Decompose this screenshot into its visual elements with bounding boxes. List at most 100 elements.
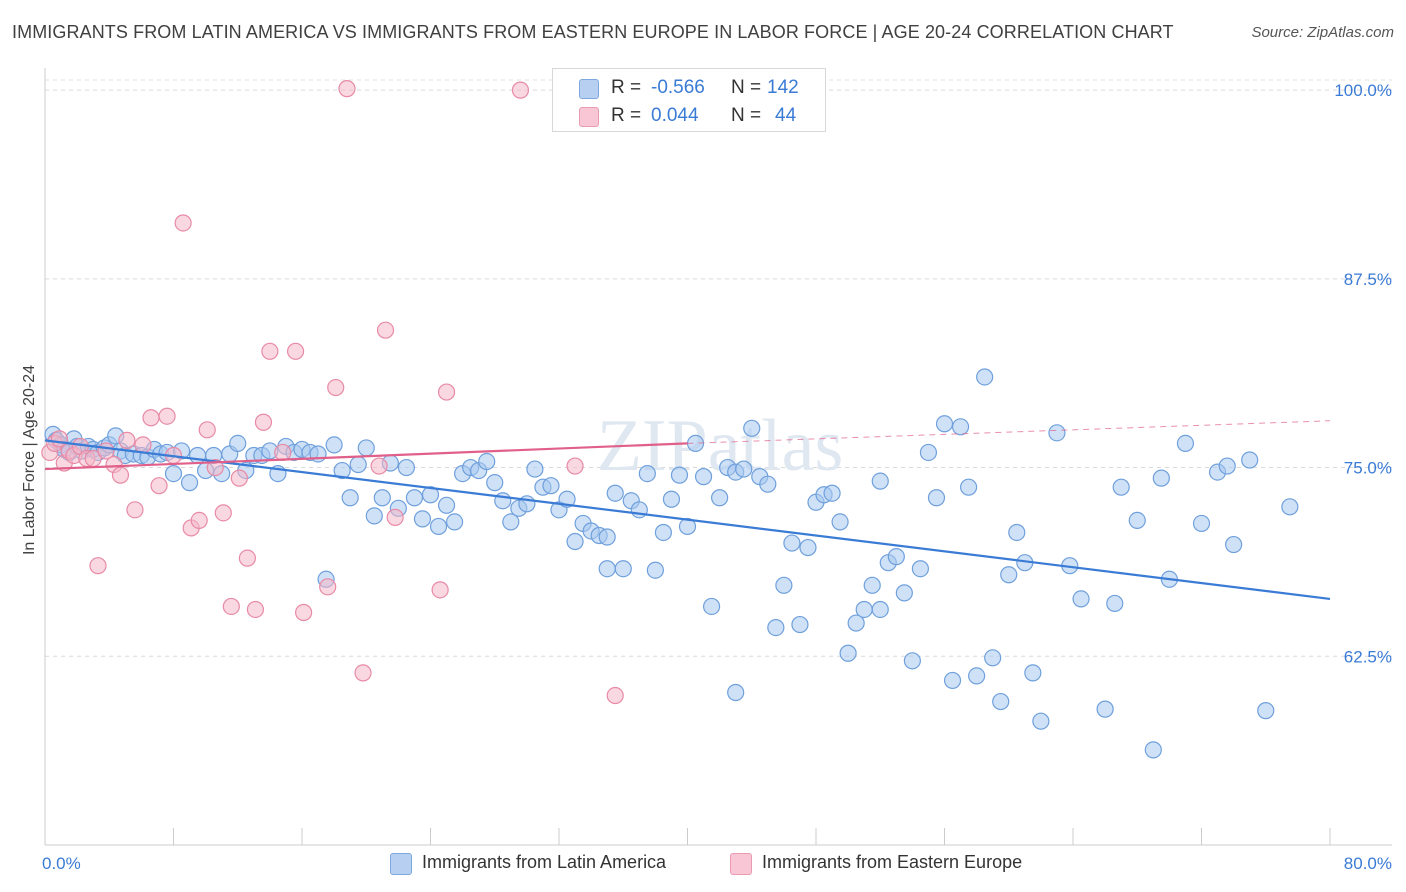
data-point <box>1225 535 1243 554</box>
data-point <box>134 436 152 454</box>
data-point <box>349 455 367 474</box>
stats-legend: R = -0.566 N = 142 R = 0.044 N = 44 <box>552 68 826 132</box>
data-point <box>1096 700 1114 718</box>
data-point <box>871 600 889 619</box>
series-latin-america <box>44 368 1299 759</box>
data-point <box>254 413 273 431</box>
data-point <box>206 458 224 477</box>
data-point <box>976 368 994 386</box>
data-point <box>478 452 496 471</box>
data-point <box>670 466 689 484</box>
data-point <box>743 419 761 437</box>
data-point <box>606 686 624 705</box>
data-point <box>903 652 921 670</box>
x-tick-labels: 0.0% 80.0% <box>42 854 1392 873</box>
data-point <box>887 548 905 566</box>
data-point <box>437 496 456 514</box>
y-tick-label: 75.0% <box>1344 459 1392 478</box>
data-point <box>397 458 416 477</box>
legend-swatch-blue <box>390 853 412 875</box>
data-point <box>319 578 337 596</box>
data-point <box>1106 594 1124 613</box>
data-point <box>759 475 777 493</box>
data-point <box>911 560 930 578</box>
chart-title: IMMIGRANTS FROM LATIN AMERICA VS IMMIGRA… <box>12 22 1174 42</box>
data-point <box>429 517 448 536</box>
data-point <box>295 603 313 622</box>
data-point <box>662 490 681 508</box>
data-point <box>895 584 913 602</box>
data-point <box>365 507 383 525</box>
gridlines <box>45 79 1392 657</box>
data-point <box>871 472 889 490</box>
data-point <box>486 474 504 492</box>
data-point <box>1152 469 1170 487</box>
data-point <box>357 439 375 457</box>
data-point <box>1257 702 1275 720</box>
data-point <box>1128 511 1146 530</box>
data-point <box>919 443 938 462</box>
data-point <box>188 446 207 465</box>
data-point <box>246 600 265 619</box>
data-point <box>598 528 616 546</box>
data-point <box>566 457 584 475</box>
legend-label: Immigrants from Eastern Europe <box>762 852 1023 872</box>
data-point <box>222 597 240 616</box>
r-label: R = <box>611 105 642 126</box>
data-point <box>839 644 857 662</box>
data-point <box>727 683 745 702</box>
data-point <box>405 489 424 507</box>
data-point <box>526 460 544 478</box>
data-point <box>1008 523 1026 542</box>
stats-row-eastern-europe: R = 0.044 N = 44 <box>553 101 825 129</box>
data-point <box>164 464 183 483</box>
y-tick-label: 100.0% <box>1334 81 1392 100</box>
n-label: N = <box>731 77 762 98</box>
data-point <box>799 538 817 557</box>
data-point <box>370 457 388 475</box>
trend-line <box>44 439 1331 600</box>
data-point <box>445 513 464 531</box>
data-point <box>333 461 351 480</box>
data-point <box>421 486 440 504</box>
data-point <box>174 214 192 232</box>
data-point <box>341 489 359 507</box>
data-point <box>1192 514 1211 533</box>
data-point <box>847 614 865 632</box>
data-point <box>431 581 449 599</box>
data-point <box>984 649 1002 667</box>
data-point <box>142 409 160 427</box>
data-point <box>198 421 216 439</box>
data-point <box>1281 498 1299 516</box>
data-point <box>309 445 327 463</box>
n-label: N = <box>731 105 762 126</box>
data-point <box>735 460 753 478</box>
data-point <box>1176 434 1195 453</box>
data-point <box>126 501 144 519</box>
data-point <box>502 513 520 531</box>
data-point <box>1072 590 1090 608</box>
data-point <box>286 342 305 360</box>
n-value: 44 <box>775 105 797 126</box>
y-tick-label: 62.5% <box>1344 647 1392 666</box>
legend-swatch-pink <box>730 853 752 875</box>
data-point <box>863 576 881 594</box>
data-point <box>614 560 632 578</box>
data-point <box>1000 566 1018 584</box>
data-point <box>935 415 954 433</box>
legend-swatch-pink <box>579 107 599 127</box>
data-point <box>1144 741 1162 759</box>
data-point <box>959 478 978 496</box>
data-point <box>373 489 391 507</box>
data-point <box>118 431 136 449</box>
data-point <box>1218 457 1236 475</box>
data-point <box>413 510 432 528</box>
data-point <box>598 560 616 578</box>
data-point <box>775 576 793 594</box>
y-tick-labels: 62.5% 75.0% 87.5% 100.0% <box>1334 81 1392 666</box>
data-point <box>654 523 673 542</box>
data-point <box>678 517 697 536</box>
data-point <box>327 378 345 397</box>
data-point <box>261 342 279 360</box>
